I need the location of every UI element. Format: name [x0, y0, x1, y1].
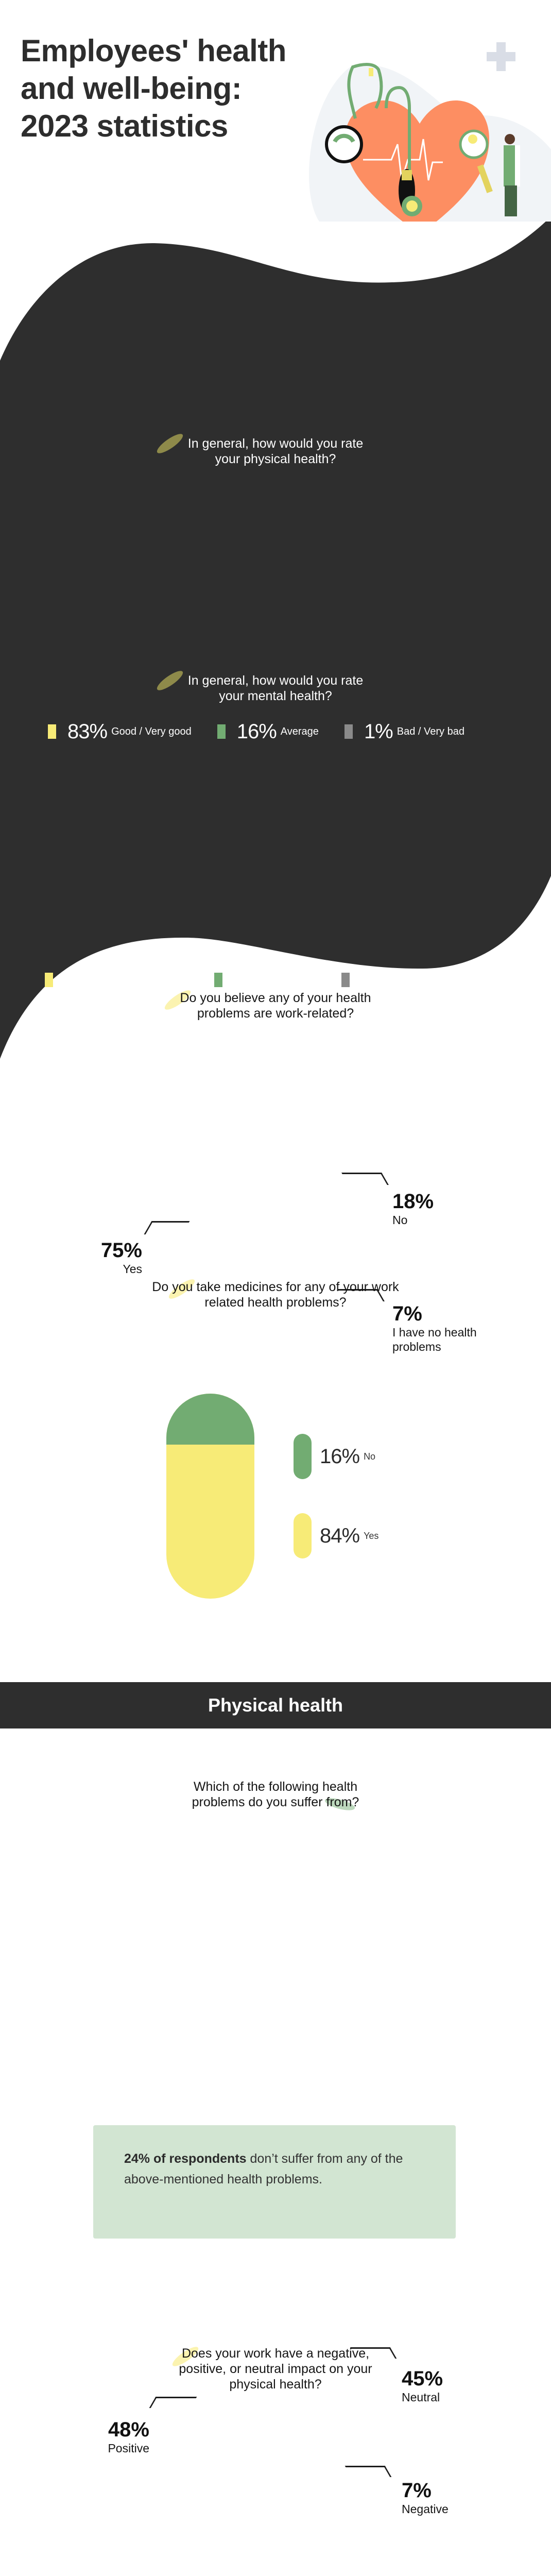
donut-text: Neutral — [402, 2391, 440, 2404]
physical-rating-question: In general, how would you rate your phys… — [0, 431, 551, 467]
legend-swatch-average — [217, 724, 226, 739]
legend-label: Average — [277, 974, 316, 986]
legend-swatch-bad — [344, 724, 353, 739]
work-related-donut — [186, 1101, 354, 1351]
medicines-question: Do you take medicines for any of your wo… — [0, 1276, 551, 1310]
note-text: don’t suffer from any of the above-menti… — [124, 2151, 403, 2187]
legend-swatch-average — [214, 973, 222, 987]
title-line-3: 2023 statistics — [21, 109, 228, 143]
physical-problems-question-text: Which of the following health problems d… — [0, 1779, 551, 1813]
question-line: In general, how would you rate — [187, 436, 364, 451]
donut-pct: 48% — [108, 2418, 149, 2441]
legend-label: No — [364, 1451, 376, 1462]
legend-pct: 22% — [233, 969, 274, 991]
legend-swatch-bad — [341, 973, 350, 987]
legend-label: Bad / Very bad — [393, 974, 461, 986]
donut-text: I have no health — [392, 1326, 477, 1339]
legend-label: Average — [280, 725, 319, 737]
title-line-1: Employees' health — [21, 33, 286, 68]
legend-label: Good / Very good — [111, 725, 192, 737]
note-bold: 24% of respondents — [124, 2151, 247, 2166]
question-line: In general, how would you rate — [187, 673, 364, 688]
question-line: problems are work-related? — [197, 1006, 354, 1021]
question-line: problems do you suffer from? — [192, 1795, 359, 1809]
question-line: positive, or neutral impact on your — [179, 2362, 372, 2376]
physical-impact-donut — [194, 2274, 362, 2531]
medicines-pill-chart — [166, 1394, 254, 1599]
donut-label-neutral: 45% Neutral — [402, 2367, 443, 2404]
physical-rating-legend: 83% Good / Very good 16% Average 1% Bad … — [48, 721, 490, 742]
pill-no-segment — [166, 1394, 254, 1445]
legend-pct: 16% — [320, 1445, 360, 1468]
donut-label-yes: 75% Yes — [98, 1239, 142, 1276]
donut-label-negative: 7% Negative — [402, 2479, 449, 2516]
physical-impact-question: Does your work have a negative, positive… — [0, 2344, 551, 2392]
donut-text: Yes — [123, 1262, 142, 1276]
title-line-2: and well-being: — [21, 71, 242, 106]
question-line: your mental health? — [219, 689, 332, 703]
donut-pct: 7% — [392, 1302, 422, 1325]
section-header-physical: Physical health — [0, 1682, 551, 1728]
legend-pct: 83% — [67, 720, 108, 743]
legend-pill-yes — [294, 1513, 312, 1558]
mental-rating-question: In general, how would you rate your ment… — [0, 668, 551, 704]
legend-pct: 3% — [360, 969, 390, 991]
donut-pct: 45% — [402, 2367, 443, 2390]
donut-label-positive: 48% Positive — [98, 2418, 149, 2455]
medicines-legend-yes: 84% Yes — [294, 1513, 404, 1558]
question-line: physical health? — [229, 2377, 322, 2392]
mental-rating-legend: 75% Good / Very good 22% Average 3% Bad … — [45, 970, 487, 990]
question-line: Does your work have a negative, — [181, 2346, 370, 2361]
donut-pct: 7% — [402, 2479, 432, 2502]
donut-label-no: 18% No — [392, 1190, 434, 1227]
donut-label-no-problems: 7% I have no health problems — [392, 1302, 477, 1354]
legend-swatch-good — [48, 724, 56, 739]
legend-pct: 84% — [320, 1524, 360, 1547]
medicines-legend-no: 16% No — [294, 1434, 401, 1479]
question-line: related health problems? — [204, 1295, 347, 1310]
question-line: Do you believe any of your health — [180, 991, 371, 1005]
donut-pct: 18% — [392, 1190, 434, 1213]
legend-pct: 1% — [364, 720, 393, 743]
heart-stethoscope-illustration — [309, 42, 551, 222]
work-related-question: Do you believe any of your health proble… — [0, 987, 551, 1021]
legend-pct: 75% — [64, 969, 105, 991]
donut-text: No — [392, 1213, 408, 1227]
legend-swatch-good — [45, 973, 53, 987]
legend-label: Bad / Very bad — [397, 725, 464, 737]
donut-text: Positive — [108, 2442, 149, 2455]
question-line: Do you take medicines for any of your wo… — [152, 1280, 399, 1294]
page-title: Employees' health and well-being: 2023 s… — [21, 32, 309, 145]
donut-text: problems — [392, 1340, 441, 1353]
legend-pct: 16% — [236, 720, 277, 743]
physical-note-box: 24% of respondents don’t suffer from any… — [93, 2125, 456, 2239]
legend-label: Yes — [364, 1530, 379, 1541]
donut-text: Negative — [402, 2502, 449, 2516]
question-line: Which of the following health — [193, 1780, 358, 1794]
donut-pct: 75% — [100, 1239, 142, 1262]
legend-pill-no — [294, 1434, 312, 1479]
question-line: your physical health? — [215, 452, 336, 466]
legend-label: Good / Very good — [108, 974, 188, 986]
